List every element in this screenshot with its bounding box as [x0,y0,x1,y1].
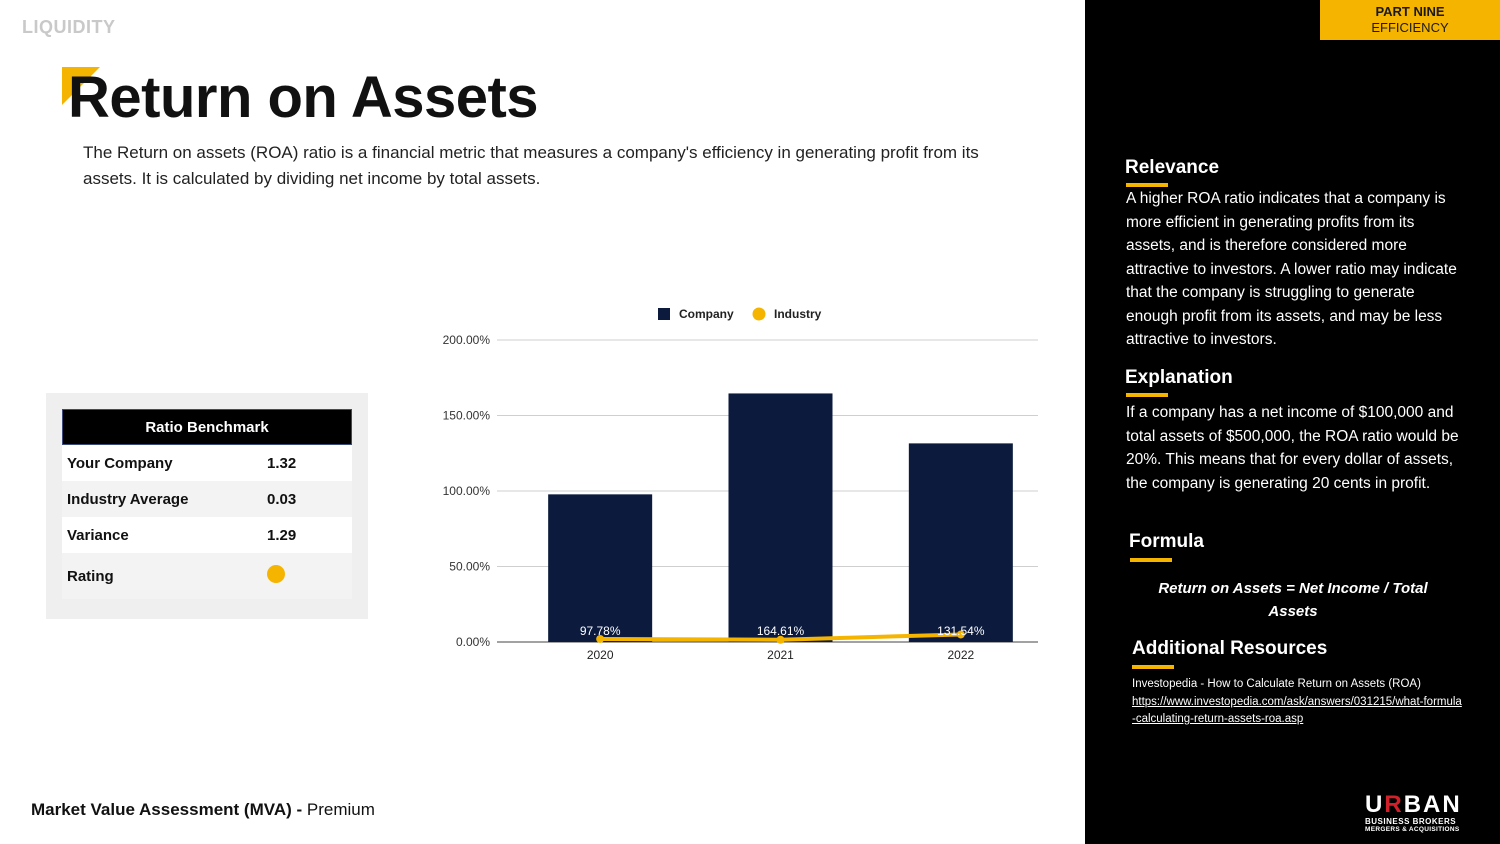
resource-link[interactable]: https://www.investopedia.com/ask/answers… [1132,696,1462,725]
page-title: Return on Assets [68,65,539,130]
y-tick-label: 150.00% [443,409,491,423]
resource-title: Investopedia - How to Calculate Return o… [1132,678,1421,690]
relevance-underline [1126,183,1168,187]
benchmark-label: Variance [67,526,129,544]
rating-indicator-dot [267,565,285,583]
intro-text: The Return on assets (ROA) ratio is a fi… [83,143,979,188]
formula-underline [1130,558,1172,562]
data-label: 164.61% [757,624,805,638]
industry-point [956,630,965,639]
company-bar [728,393,833,642]
footer: Market Value Assessment (MVA) - Premium [31,800,375,820]
benchmark-table: Ratio Benchmark Your Company 1.32 Indust… [62,409,352,599]
logo-letter: U [1365,791,1385,818]
footer-title: Market Value Assessment (MVA) - [31,800,303,819]
y-tick-label: 0.00% [456,635,490,649]
benchmark-row-variance: Variance 1.29 [62,517,352,553]
section-label: LIQUIDITY [22,17,116,37]
legend-label: Industry [774,307,822,321]
legend-label: Company [679,307,734,321]
x-tick-label: 2020 [587,648,614,662]
info-panel: PART NINE EFFICIENCY Relevance A higher … [1085,0,1500,844]
benchmark-title: Ratio Benchmark [62,409,352,445]
formula-text: Return on Assets = Net Income / Total As… [1158,580,1428,620]
logo-letters: BAN [1403,791,1462,818]
y-tick-label: 100.00% [443,484,491,498]
formula-heading: Formula [1129,531,1204,552]
explanation-underline [1126,393,1168,397]
company-bar [908,443,1013,642]
rating-cell [210,565,352,587]
benchmark-label: Industry Average [67,490,189,508]
logo-tagline: MERGERS & ACQUISITIONS [1365,826,1460,833]
y-tick-label: 50.00% [449,560,490,574]
logo-wordmark: URBAN [1365,793,1477,817]
benchmark-card: Ratio Benchmark Your Company 1.32 Indust… [46,393,368,619]
benchmark-value: 0.03 [267,490,297,508]
roa-chart: 0.00% 50.00% 100.00% 150.00% 200.00% 2020 2021… [443,307,1038,662]
benchmark-label: Your Company [67,454,173,472]
industry-point [776,635,785,644]
explanation-heading: Explanation [1125,367,1233,388]
logo-letter-accent: R [1384,791,1404,818]
resources-heading: Additional Resources [1132,638,1328,659]
x-tick-label: 2021 [767,648,794,662]
benchmark-row-industry: Industry Average 0.03 [62,481,352,517]
y-tick-label: 200.00% [443,333,491,347]
data-label: 97.78% [580,624,621,638]
resources-underline [1132,665,1174,669]
legend-industry-swatch [752,307,766,321]
logo-subtitle: BUSINESS BROKERS [1365,817,1457,826]
part-tag: PART NINE EFFICIENCY [1320,0,1500,40]
explanation-text: If a company has a net income of $100,00… [1126,404,1459,492]
benchmark-value: 1.29 [267,526,297,544]
relevance-text: A higher ROA ratio indicates that a comp… [1126,190,1457,348]
footer-tier: Premium [306,800,375,819]
legend-company-swatch [658,308,670,320]
company-logo: URBAN BUSINESS BROKERS MERGERS & ACQUISI… [1365,793,1477,834]
part-tag-number: PART NINE [1375,4,1445,19]
benchmark-label: Rating [67,567,114,585]
x-tick-label: 2022 [947,648,974,662]
data-label: 131.54% [937,624,985,638]
benchmark-row-company: Your Company 1.32 [62,445,352,481]
industry-point [596,634,605,643]
title-accent-shape [62,67,100,105]
benchmark-row-rating: Rating [62,553,352,599]
benchmark-value: 1.32 [267,454,297,472]
company-bar [548,494,653,642]
part-tag-topic: EFFICIENCY [1371,20,1449,35]
relevance-heading: Relevance [1125,157,1220,178]
